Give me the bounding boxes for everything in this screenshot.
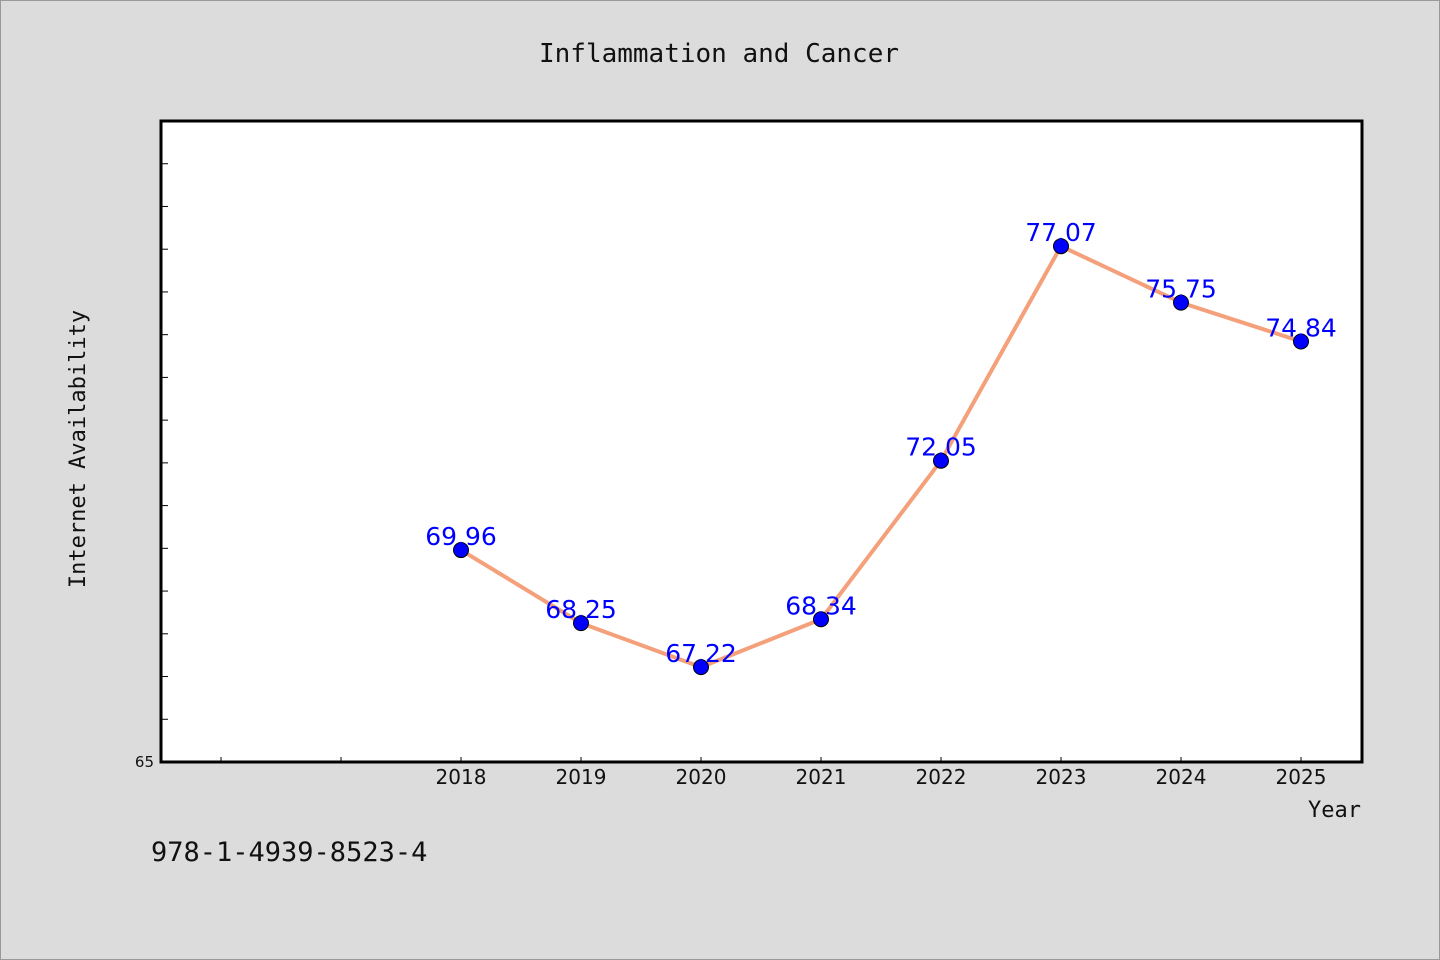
data-point: [813, 611, 829, 628]
data-point: [1173, 294, 1189, 311]
y-tick-label: 65: [135, 753, 154, 771]
data-labels: 69.96 68.25 67.22 68.34 72.05 77.07 75.75 74.84: [425, 218, 1337, 668]
plot-area: [159, 119, 1364, 764]
series-lines: [459, 244, 1302, 670]
x-tick-label: 2025: [1276, 765, 1327, 789]
x-tick-label: 2020: [676, 765, 727, 789]
data-point: [1053, 238, 1069, 255]
data-label: 68.34: [785, 591, 857, 620]
x-tick-label: 2018: [436, 765, 487, 789]
x-tick-label: 2023: [1036, 765, 1087, 789]
data-label: 69.96: [425, 522, 497, 551]
data-label: 74.84: [1265, 314, 1337, 343]
data-point: [933, 452, 949, 469]
x-tick-label: 2021: [796, 765, 847, 789]
x-tick-label: 2019: [556, 765, 607, 789]
x-axis-title: Year: [1308, 798, 1361, 823]
series-line: [459, 244, 1302, 670]
chart-title: Inflammation and Cancer: [539, 39, 899, 69]
data-label: 68.25: [545, 595, 617, 624]
data-point: [573, 615, 589, 632]
x-axis-tick-labels: 2018 2019 2020 2021 2022 2023 2024 2025: [436, 765, 1327, 789]
y-axis-ticks: [161, 120, 168, 763]
y-axis-title: Internet Availability: [66, 310, 91, 588]
y-axis-tick-labels: 65: [135, 753, 154, 771]
data-label: 77.07: [1025, 218, 1097, 247]
series-points: [453, 238, 1309, 676]
data-point: [693, 659, 709, 676]
data-label: 72.05: [905, 433, 977, 462]
x-tick-label: 2022: [916, 765, 967, 789]
data-label: 67.22: [665, 639, 737, 668]
x-tick-label: 2024: [1156, 765, 1207, 789]
footer-isbn-text: 978-1-4939-8523-4: [151, 837, 428, 868]
data-point: [1293, 333, 1309, 350]
x-axis-ticks: [220, 757, 1302, 762]
data-point: [453, 542, 469, 559]
data-label: 75.75: [1145, 275, 1217, 304]
